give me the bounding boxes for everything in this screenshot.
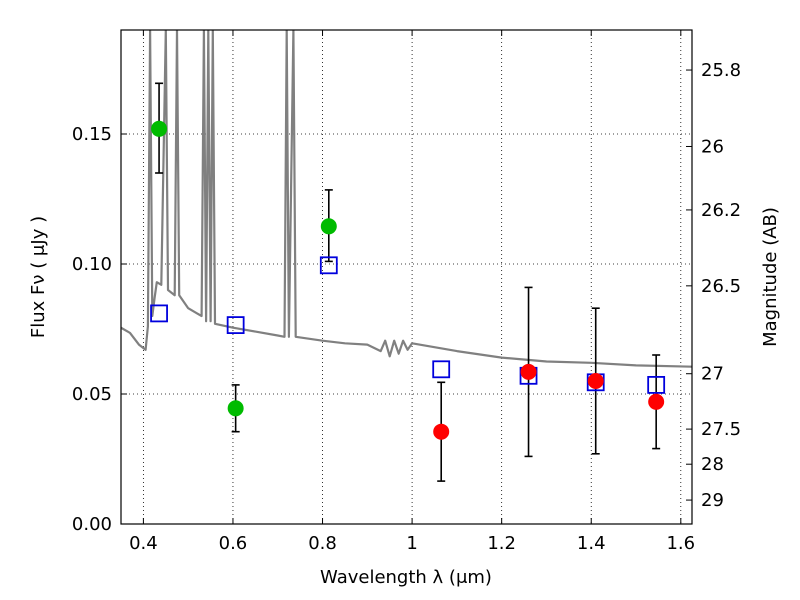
data-point-circle [433,423,450,440]
model-point-square [150,304,168,323]
x-axis-label: Wavelength λ (μm) [320,567,492,588]
model-point-square [647,375,666,394]
plot-area [121,30,692,482]
data-point-circle [227,400,244,417]
x-tick-label: 0.8 [308,533,337,554]
data-point-circle [520,363,537,380]
x-tick-label: 1.4 [577,533,606,554]
y-tick-label: 0.05 [72,384,112,405]
y2-tick-label: 27.5 [701,419,741,440]
y-tick-label: 0.15 [72,124,112,145]
axes: 0.4 0.6 0.8 1 1.2 1.4 1.6 0.00 0.05 0.10 0.15 25.8 2… [72,30,741,554]
x-tick-label: 1.6 [666,533,695,554]
y-tick-label: 0.10 [72,254,112,275]
y2-tick-label: 26.2 [701,200,741,221]
y2-tick-label: 29 [701,490,724,511]
model-point-square [226,316,245,335]
y2-tick-label: 26.5 [701,276,741,297]
y2-tick-label: 27 [701,364,724,385]
x-tick-label: 0.6 [219,533,248,554]
x-tick-label: 0.4 [129,533,158,554]
data-point-circle [151,120,168,137]
model-point-square [432,360,451,379]
y-axis-label: Flux Fν ( μJy ) [28,216,49,338]
y2-tick-label: 25.8 [701,60,741,81]
y-tick-label: 0.00 [72,514,112,535]
model-point-square [319,256,338,275]
data-point-circle [320,218,337,235]
plot-frame [120,29,693,525]
y2-tick-label: 26 [701,136,724,157]
model-spectrum-line [121,30,692,368]
y2-tick-label: 28 [701,454,724,475]
x-tick-label: 1.2 [487,533,516,554]
data-point-circle [648,393,665,410]
x-tick-label: 1 [406,533,417,554]
y2-axis-label: Magnitude (AB) [760,207,781,347]
data-point-circle [587,373,604,389]
